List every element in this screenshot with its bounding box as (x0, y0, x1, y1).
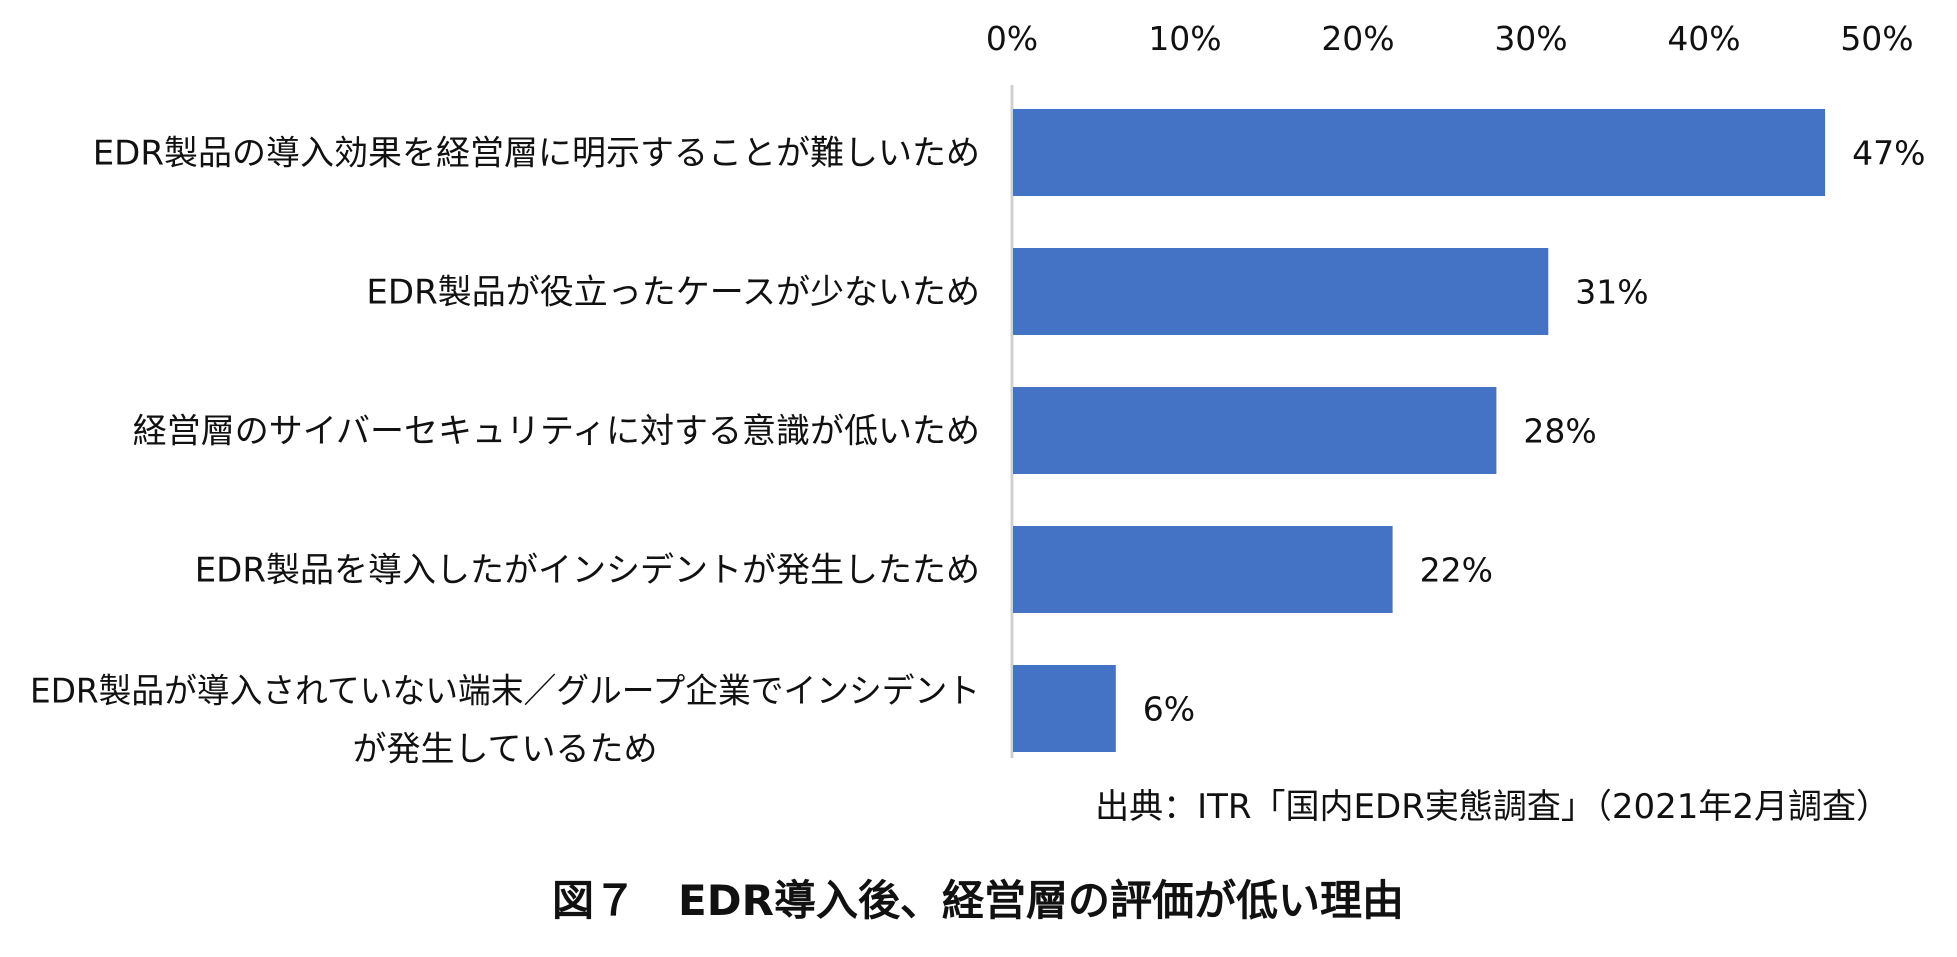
category-label: が発生しているため (353, 730, 658, 770)
category-label: EDR製品の導入効果を経営層に明示することが難しいため (93, 134, 980, 174)
x-tick-label: 20% (1321, 19, 1394, 58)
bar (1013, 526, 1393, 613)
bar (1013, 248, 1549, 335)
x-tick-label: 0% (986, 19, 1038, 58)
category-label: EDR製品を導入したがインシデントが発生したため (195, 551, 980, 591)
bar (1013, 109, 1826, 196)
data-label: 6% (1143, 690, 1195, 729)
x-tick-label: 50% (1840, 19, 1913, 58)
data-label: 31% (1575, 273, 1648, 312)
bar (1013, 387, 1497, 474)
bars: 47% 31% 28% 22% 6% (1013, 109, 1925, 752)
category-label: EDR製品が導入されていない端末／グループ企業でインシデント (30, 672, 980, 712)
x-tick-label: 10% (1148, 19, 1221, 58)
category-label: EDR製品が役立ったケースが少ないため (366, 273, 980, 313)
data-label: 28% (1523, 412, 1596, 451)
x-axis: 0% 10% 20% 30% 40% 50% (986, 19, 1914, 758)
category-labels: EDR製品の導入効果を経営層に明示することが難しいため EDR製品が役立ったケース… (30, 134, 980, 770)
data-label: 47% (1852, 134, 1925, 173)
x-tick-label: 30% (1494, 19, 1567, 58)
data-label: 22% (1420, 551, 1493, 590)
category-label: 経営層のサイバーセキュリティに対する意識が低いため (133, 412, 980, 452)
figure-caption: 図７ EDR導入後、経営層の評価が低い理由 (552, 876, 1404, 925)
x-tick-label: 40% (1667, 19, 1740, 58)
source-note: 出典：ITR「国内EDR実態調査」（2021年2月調査） (1095, 787, 1890, 827)
bar (1013, 665, 1116, 752)
